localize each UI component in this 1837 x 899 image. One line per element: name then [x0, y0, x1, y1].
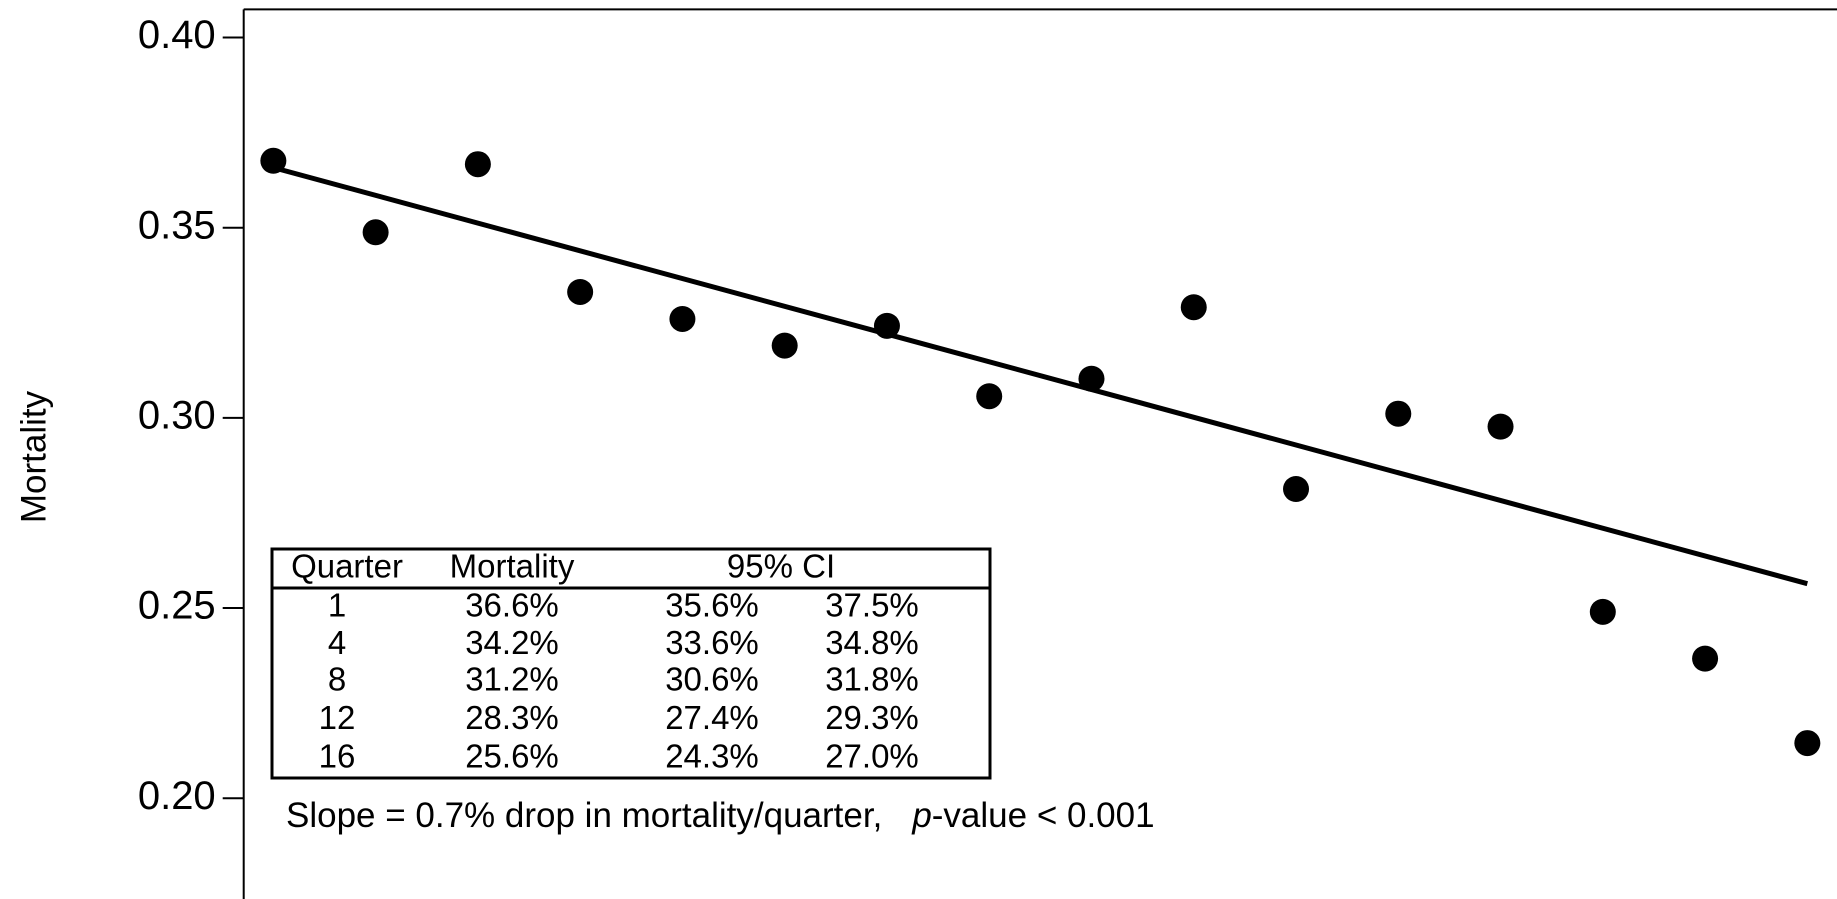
table-cell: 37.5% [825, 587, 919, 624]
data-point [1692, 645, 1719, 672]
table-header: Mortality [450, 548, 575, 585]
data-point [362, 219, 389, 246]
annotation: Slope = 0.7% drop in mortality/quarter, p… [286, 796, 1155, 835]
y-tick-label: 0.35 [138, 203, 216, 247]
table-cell: 27.0% [825, 738, 919, 775]
table-cell: 27.4% [665, 699, 759, 736]
table-cell: 1 [328, 587, 346, 624]
table-cell: 34.8% [825, 624, 919, 661]
annotation-text: p [911, 796, 931, 835]
table-cell: 25.6% [465, 738, 559, 775]
table-cell: 33.6% [665, 624, 759, 661]
table-cell: 12 [319, 699, 356, 736]
table-cell: 31.8% [825, 661, 919, 698]
data-point [1589, 598, 1616, 625]
table-cell: 28.3% [465, 699, 559, 736]
table-header: 95% CI [727, 548, 835, 585]
data-point [771, 332, 798, 359]
table-cell: 35.6% [665, 587, 759, 624]
y-tick-label: 0.40 [138, 13, 216, 57]
data-point [1487, 413, 1514, 440]
annotation-text: Slope = 0.7% drop in mortality/quarter, [286, 796, 882, 835]
data-point [1180, 294, 1207, 321]
table-cell: 31.2% [465, 661, 559, 698]
table-header: Quarter [291, 548, 403, 585]
data-point [260, 147, 287, 174]
table-cell: 29.3% [825, 699, 919, 736]
trend-line [272, 165, 1808, 587]
table-cell: 4 [328, 624, 346, 661]
y-tick-label: 0.20 [138, 774, 216, 818]
annotation-text: -value < 0.001 [932, 796, 1155, 835]
data-point [669, 305, 696, 332]
y-tick-label: 0.25 [138, 584, 216, 628]
data-point [1385, 400, 1412, 427]
data-point [1078, 365, 1105, 392]
data-point [1283, 476, 1310, 503]
y-axis-label: Mortality [14, 390, 53, 523]
table-cell: 30.6% [665, 661, 759, 698]
table-cell: 8 [328, 661, 346, 698]
data-point [976, 383, 1003, 410]
data-point [567, 278, 594, 305]
data-point [873, 312, 900, 339]
table-cell: 24.3% [665, 738, 759, 775]
data-point [464, 151, 491, 178]
table-cell: 16 [319, 738, 356, 775]
table-cell: 34.2% [465, 624, 559, 661]
table-cell: 36.6% [465, 587, 559, 624]
y-tick-label: 0.30 [138, 393, 216, 437]
data-point [1794, 730, 1821, 757]
